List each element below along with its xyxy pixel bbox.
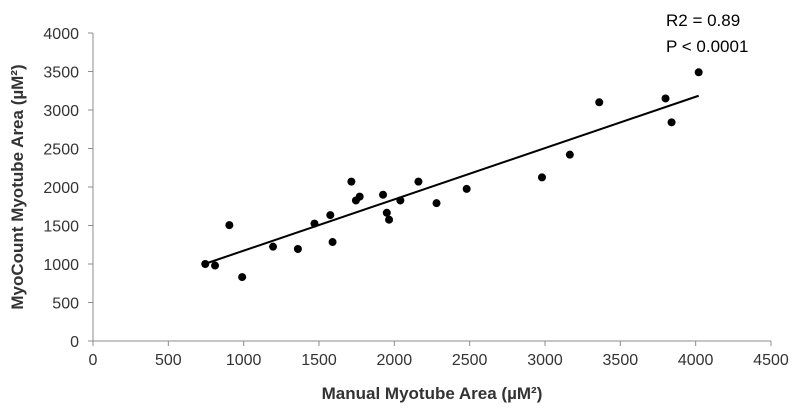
- x-tick-label: 2000: [377, 352, 413, 369]
- y-tick-label: 500: [52, 296, 79, 313]
- data-point: [385, 215, 394, 224]
- data-point: [595, 98, 604, 107]
- data-point: [382, 208, 391, 217]
- x-axis-title: Manual Myotube Area (µM²): [322, 384, 543, 403]
- trendline: [204, 94, 700, 265]
- x-tick-label: 3000: [527, 352, 563, 369]
- data-point: [326, 211, 335, 220]
- data-point: [565, 150, 574, 159]
- data-point: [225, 221, 234, 230]
- y-tick-label: 0: [70, 334, 79, 351]
- p-value-annotation: P < 0.0001: [666, 37, 748, 56]
- data-point: [201, 260, 210, 268]
- y-tick-label: 1500: [43, 219, 79, 236]
- y-tick-label: 4000: [43, 26, 79, 43]
- data-point: [661, 94, 670, 103]
- y-tick-label: 2000: [43, 180, 79, 197]
- data-point: [396, 196, 405, 205]
- data-point: [694, 68, 703, 77]
- x-axis-ticks: 0 500 1000 1500 2000 2500 3000 3500 4000 4500: [89, 341, 789, 369]
- y-tick-label: 3000: [43, 103, 79, 120]
- data-point: [355, 192, 364, 201]
- x-tick-label: 2500: [452, 352, 488, 369]
- data-point: [238, 273, 247, 282]
- y-tick-label: 3500: [43, 65, 79, 82]
- y-axis-title: MyoCount Myotube Area (µM²): [8, 64, 27, 309]
- x-tick-label: 4500: [753, 352, 789, 369]
- x-tick-label: 4000: [678, 352, 714, 369]
- data-point: [462, 184, 471, 193]
- data-point: [347, 177, 356, 186]
- data-point: [432, 199, 441, 208]
- plot-area: [92, 33, 771, 342]
- y-axis-ticks: 0 500 1000 1500 2000 2500 3000 3500 4000: [43, 26, 93, 351]
- data-point: [379, 190, 388, 199]
- x-tick-label: 1000: [226, 352, 262, 369]
- data-point: [310, 219, 319, 228]
- x-tick-label: 0: [89, 352, 98, 369]
- data-point: [667, 118, 676, 127]
- r-squared-annotation: R2 = 0.89: [666, 11, 740, 30]
- data-point: [328, 238, 337, 247]
- x-tick-label: 500: [155, 352, 182, 369]
- data-point: [269, 242, 278, 251]
- x-tick-label: 3500: [603, 352, 639, 369]
- data-point: [414, 177, 423, 186]
- y-tick-label: 1000: [43, 257, 79, 274]
- data-point: [211, 261, 220, 270]
- y-tick-label: 2500: [43, 142, 79, 159]
- x-tick-label: 1500: [301, 352, 337, 369]
- data-point: [293, 244, 302, 253]
- data-point: [537, 173, 546, 182]
